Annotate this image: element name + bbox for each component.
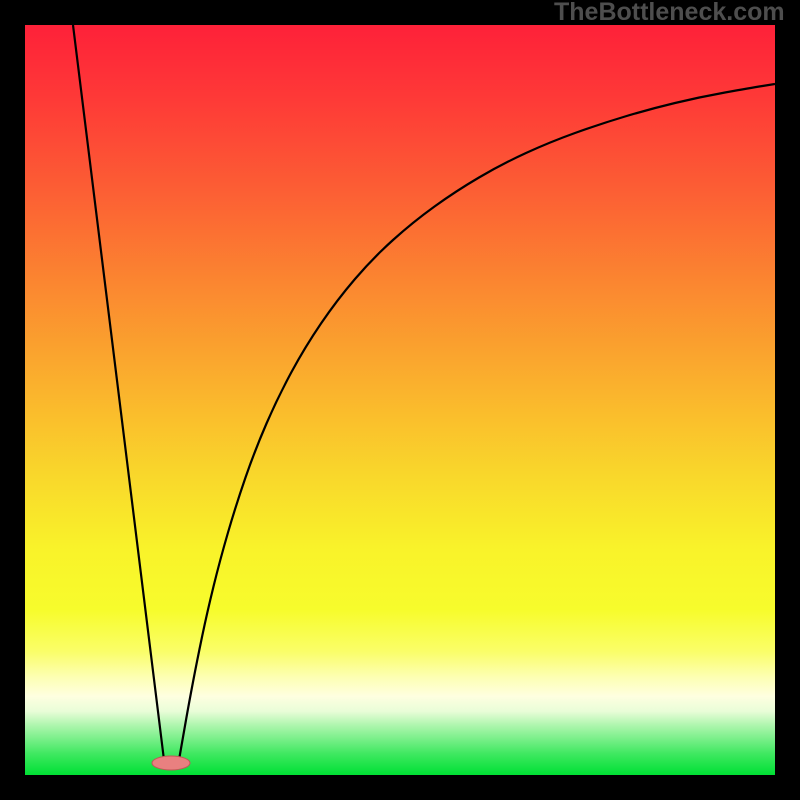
bottleneck-chart bbox=[0, 0, 800, 800]
optimal-marker bbox=[152, 756, 190, 770]
watermark-text: TheBottleneck.com bbox=[554, 0, 785, 27]
frame-right bbox=[775, 0, 800, 800]
gradient-background bbox=[25, 25, 775, 775]
frame-left bbox=[0, 0, 25, 800]
frame-bottom bbox=[0, 775, 800, 800]
